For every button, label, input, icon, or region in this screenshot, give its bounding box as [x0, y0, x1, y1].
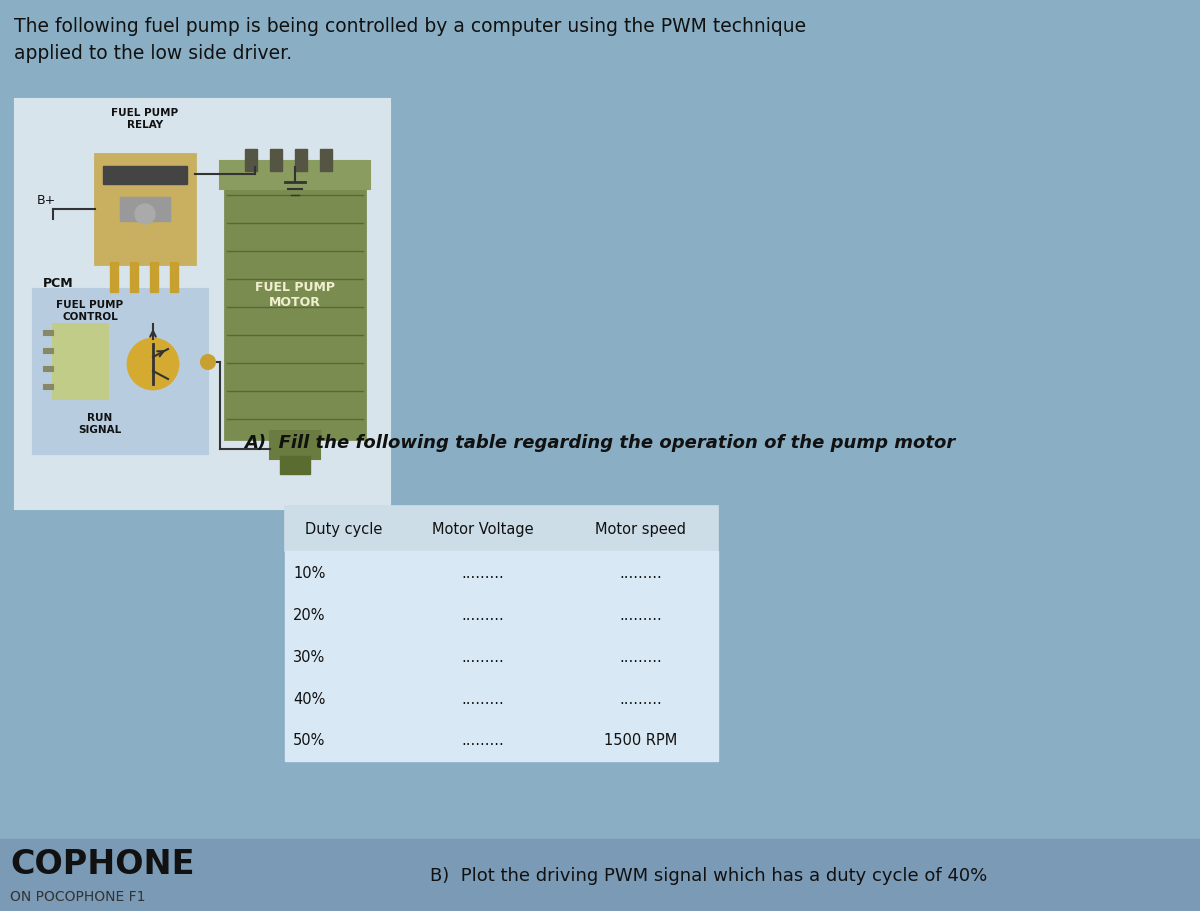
Bar: [226, 169, 365, 439]
Text: ON POCOPHONE F1: ON POCOPHONE F1: [10, 889, 145, 903]
Circle shape: [202, 355, 215, 370]
Text: .........: .........: [619, 691, 662, 706]
Bar: [103, 167, 187, 185]
Bar: [14, 100, 390, 509]
Bar: [150, 262, 158, 292]
Bar: [43, 384, 53, 390]
Bar: [320, 149, 332, 172]
Text: B)  Plot the driving PWM signal which has a duty cycle of 40%: B) Plot the driving PWM signal which has…: [430, 866, 988, 884]
Text: .........: .........: [462, 691, 504, 706]
Text: A)  Fill the following table regarding the operation of the pump motor: A) Fill the following table regarding th…: [245, 434, 955, 452]
Bar: [43, 349, 53, 353]
Text: FUEL PUMP
RELAY: FUEL PUMP RELAY: [112, 107, 179, 129]
Text: 1500 RPM: 1500 RPM: [604, 732, 677, 748]
Bar: [286, 551, 403, 593]
Text: Motor Voltage: Motor Voltage: [432, 521, 534, 537]
Bar: [563, 635, 718, 677]
Bar: [270, 149, 282, 172]
Bar: [43, 331, 53, 335]
Bar: [286, 507, 403, 551]
Text: .........: .........: [619, 607, 662, 622]
Bar: [0, 839, 1200, 911]
Bar: [286, 719, 403, 762]
Text: 30%: 30%: [293, 649, 325, 664]
Text: 20%: 20%: [293, 607, 325, 622]
Text: 40%: 40%: [293, 691, 325, 706]
Bar: [245, 149, 257, 172]
Bar: [95, 155, 194, 265]
Bar: [295, 149, 307, 172]
Text: COPHONE: COPHONE: [10, 847, 194, 880]
Bar: [170, 262, 178, 292]
Bar: [403, 593, 563, 635]
Bar: [286, 677, 403, 719]
Circle shape: [134, 205, 155, 225]
Text: .........: .........: [619, 565, 662, 580]
Bar: [563, 551, 718, 593]
Text: applied to the low side driver.: applied to the low side driver.: [14, 44, 292, 63]
Bar: [403, 719, 563, 762]
Text: .........: .........: [462, 649, 504, 664]
Text: .........: .........: [462, 732, 504, 748]
Bar: [53, 324, 108, 400]
Bar: [220, 162, 370, 189]
Text: .........: .........: [619, 649, 662, 664]
Bar: [403, 677, 563, 719]
Bar: [563, 593, 718, 635]
Bar: [130, 262, 138, 292]
Bar: [110, 262, 118, 292]
Text: PCM: PCM: [43, 277, 73, 290]
Bar: [286, 635, 403, 677]
Bar: [403, 635, 563, 677]
Text: 10%: 10%: [293, 565, 325, 580]
Circle shape: [128, 340, 178, 390]
Bar: [403, 507, 563, 551]
Text: The following fuel pump is being controlled by a computer using the PWM techniqu: The following fuel pump is being control…: [14, 17, 806, 36]
Text: FUEL PUMP
CONTROL: FUEL PUMP CONTROL: [56, 300, 124, 322]
Bar: [286, 593, 403, 635]
Text: .........: .........: [462, 607, 504, 622]
Bar: [563, 719, 718, 762]
Bar: [270, 432, 320, 459]
Bar: [34, 290, 208, 455]
Bar: [120, 198, 170, 221]
Bar: [563, 507, 718, 551]
Bar: [403, 551, 563, 593]
Text: .........: .........: [462, 565, 504, 580]
Bar: [563, 677, 718, 719]
Text: RUN
SIGNAL: RUN SIGNAL: [78, 413, 121, 435]
Text: 50%: 50%: [293, 732, 325, 748]
Text: FUEL PUMP
MOTOR: FUEL PUMP MOTOR: [256, 281, 335, 309]
Bar: [280, 456, 310, 475]
Text: Duty cycle: Duty cycle: [305, 521, 383, 537]
Text: Motor speed: Motor speed: [595, 521, 686, 537]
Text: B+: B+: [37, 193, 56, 206]
Bar: [43, 366, 53, 372]
